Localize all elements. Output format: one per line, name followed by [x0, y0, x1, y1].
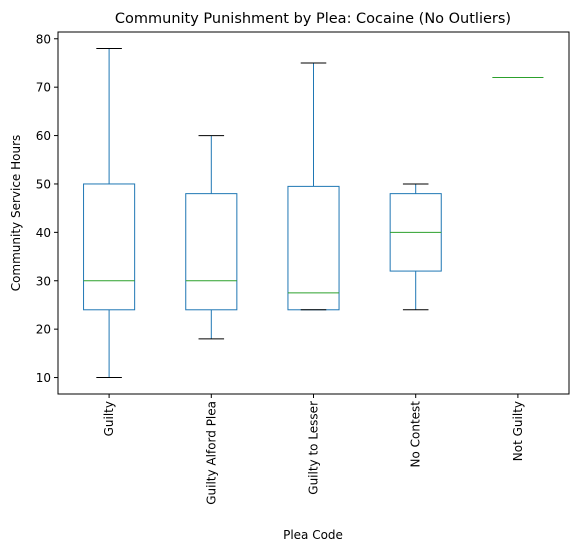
box-iqr [84, 184, 135, 310]
y-tick-label: 70 [36, 81, 51, 95]
y-tick-label: 60 [36, 129, 51, 143]
x-tick-label: Not Guilty [511, 401, 525, 461]
box-guilty [84, 48, 135, 377]
chart-title: Community Punishment by Plea: Cocaine (N… [115, 11, 511, 27]
y-tick-label: 80 [36, 32, 51, 46]
y-tick-label: 50 [36, 177, 51, 191]
x-axis: Guilty Guilty Alford Plea Guilty to Lesser… [102, 394, 525, 505]
y-tick-label: 40 [36, 226, 51, 240]
boxes [84, 48, 544, 377]
y-axis: 10 20 30 40 50 60 70 80 [36, 32, 58, 385]
box-guilty-to-lesser [288, 63, 339, 310]
y-axis-label: Community Service Hours [9, 135, 23, 292]
y-tick-label: 30 [36, 274, 51, 288]
x-tick-label: Guilty Alford Plea [204, 401, 218, 505]
box-no-contest [390, 184, 441, 310]
x-tick-label: No Contest [409, 401, 423, 468]
y-tick-label: 10 [36, 371, 51, 385]
x-axis-label: Plea Code [283, 528, 343, 542]
box-iqr [186, 194, 237, 310]
y-tick-label: 20 [36, 323, 51, 337]
x-tick-label: Guilty to Lesser [307, 401, 321, 495]
x-tick-label: Guilty [102, 401, 116, 436]
box-guilty-alford-plea [186, 136, 237, 339]
box-iqr [288, 186, 339, 309]
